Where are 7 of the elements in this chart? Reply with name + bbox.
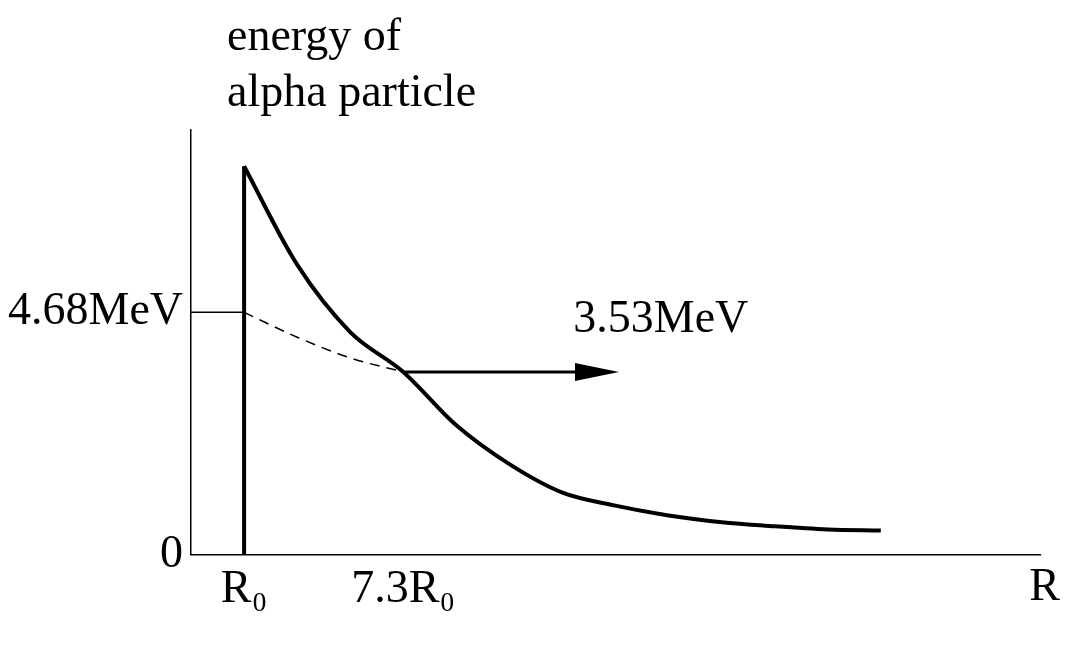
annotation: 3.53MeV xyxy=(573,290,749,342)
x-tick-label: R₀ xyxy=(220,561,268,613)
y-tick-label: 0 xyxy=(160,525,184,577)
x-axis-title: R xyxy=(1029,558,1061,610)
y-axis-title: energy of alpha particle xyxy=(227,9,477,116)
x-tick-label: 7.3R₀ xyxy=(351,561,456,613)
y-tick-label: 4.68MeV xyxy=(7,283,184,335)
